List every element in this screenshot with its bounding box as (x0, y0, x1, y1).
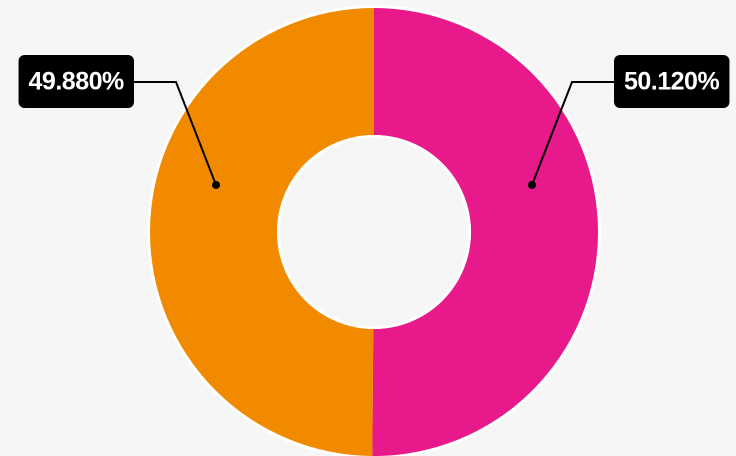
hole (280, 138, 468, 326)
label-box (18, 55, 134, 108)
label-box (614, 55, 730, 108)
value-label-text: 50.120% (624, 68, 719, 96)
leader-dot (212, 181, 220, 189)
leader-line (132, 81, 217, 186)
value-label-text: 49.880% (29, 68, 124, 96)
donut-slice (149, 8, 374, 456)
donut-slice (372, 8, 598, 456)
value-label: 49.880% (18, 55, 134, 108)
leader-dot (528, 181, 536, 189)
leader-line (531, 81, 616, 186)
value-label: 50.120% (614, 55, 730, 108)
